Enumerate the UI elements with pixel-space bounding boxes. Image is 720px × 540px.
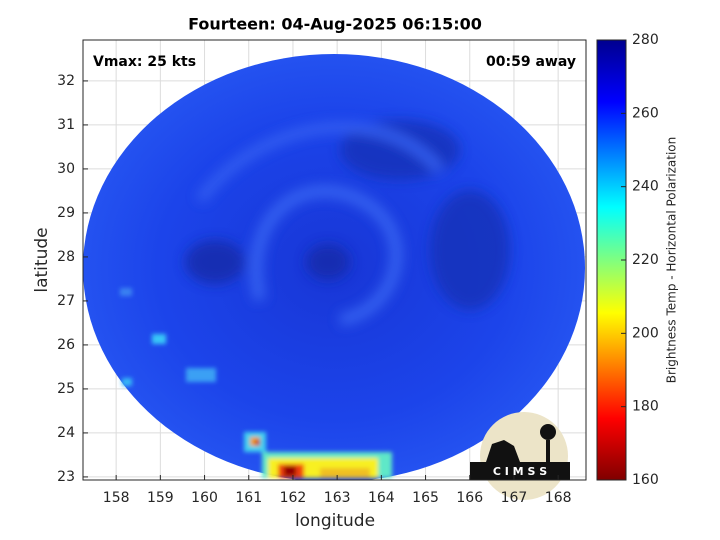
y-tick-label: 27 [57, 293, 75, 309]
logo-text: C I M S S [493, 465, 547, 478]
y-axis-label: latitude [32, 227, 52, 292]
annotation: Vmax: 25 kts [93, 54, 196, 70]
colorbar-tick-label: 280 [632, 32, 659, 48]
y-tick-label: 23 [57, 469, 75, 485]
annotation: 00:59 away [486, 54, 576, 70]
y-tick-label: 26 [57, 337, 75, 353]
colorbar-tick-label: 240 [632, 179, 659, 195]
colorbar-tick-label: 220 [632, 252, 659, 268]
x-tick-label: 161 [235, 490, 262, 506]
cimss-logo: C I M S S [470, 412, 570, 500]
y-tick-label: 30 [57, 161, 75, 177]
y-tick-label: 32 [57, 73, 75, 89]
x-tick-label: 162 [280, 490, 307, 506]
x-tick-label: 165 [412, 490, 439, 506]
colorbar-label: Brightness Temp - Horizontal Polarizatio… [665, 137, 679, 384]
y-tick-label: 25 [57, 381, 75, 397]
x-tick-label: 159 [147, 490, 174, 506]
chart-title: Fourteen: 04-Aug-2025 06:15:00 [188, 15, 482, 34]
x-axis-label: longitude [295, 511, 375, 531]
x-tick-label: 168 [545, 490, 572, 506]
y-tick-label: 28 [57, 249, 75, 265]
x-tick-label: 164 [368, 490, 395, 506]
colorbar-tick-label: 180 [632, 399, 659, 415]
x-tick-label: 167 [501, 490, 528, 506]
plot-frame [82, 39, 587, 481]
y-tick-label: 29 [57, 205, 75, 221]
colorbar-tick-label: 160 [632, 472, 659, 488]
y-tick-label: 31 [57, 117, 75, 133]
x-tick-label: 158 [103, 490, 130, 506]
colorbar-tick-label: 260 [632, 105, 659, 121]
x-tick-label: 163 [324, 490, 351, 506]
y-tick-label: 24 [57, 425, 75, 441]
x-tick-label: 166 [456, 490, 483, 506]
satellite-image [83, 54, 585, 480]
x-tick-label: 160 [191, 490, 218, 506]
colorbar-tick-label: 200 [632, 325, 659, 341]
